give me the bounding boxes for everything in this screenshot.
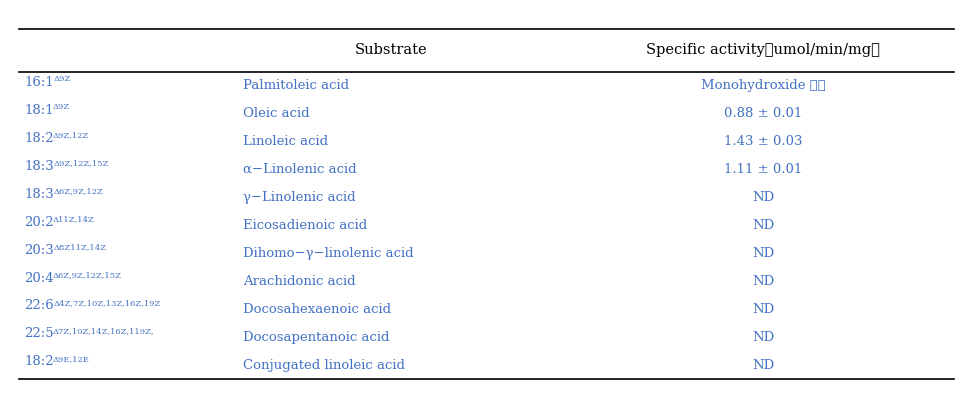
Text: γ−Linolenic acid: γ−Linolenic acid [243, 191, 356, 204]
Text: ND: ND [752, 331, 775, 344]
Text: Docosahexaenoic acid: Docosahexaenoic acid [243, 303, 391, 316]
Text: Monohydroxide 생성: Monohydroxide 생성 [701, 79, 825, 92]
Text: Δ6Z,9Z,12Z,15Z: Δ6Z,9Z,12Z,15Z [54, 271, 122, 279]
Text: Δ7Z,10Z,14Z,16Z,119Z,: Δ7Z,10Z,14Z,16Z,119Z, [54, 327, 155, 335]
Text: Specific activity（umol/min/mg）: Specific activity（umol/min/mg） [646, 43, 880, 57]
Text: 20:4: 20:4 [24, 271, 54, 284]
Text: Oleic acid: Oleic acid [243, 107, 310, 120]
Text: Δ6Z,9Z,12Z: Δ6Z,9Z,12Z [54, 187, 103, 196]
Text: Eicosadienoic acid: Eicosadienoic acid [243, 219, 368, 232]
Text: α−Linolenic acid: α−Linolenic acid [243, 163, 357, 176]
Text: Δ9E,12E: Δ9E,12E [54, 355, 90, 363]
Text: Palmitoleic acid: Palmitoleic acid [243, 79, 349, 92]
Text: ND: ND [752, 275, 775, 288]
Text: ND: ND [752, 303, 775, 316]
Text: Δ9Z,12Z,15Z: Δ9Z,12Z,15Z [54, 160, 109, 167]
Text: Δ9Z,12Z: Δ9Z,12Z [54, 132, 90, 139]
Text: ND: ND [752, 247, 775, 260]
Text: Δ8Z11Z,14Z: Δ8Z11Z,14Z [54, 243, 106, 251]
Text: 18:2: 18:2 [24, 132, 54, 145]
Text: Δ9Z: Δ9Z [54, 75, 70, 83]
Text: 22:5: 22:5 [24, 327, 54, 340]
Text: 18:1: 18:1 [24, 103, 54, 117]
Text: Δ9Z: Δ9Z [54, 103, 70, 111]
Text: Δ4Z,7Z,10Z,13Z,16Z,19Z: Δ4Z,7Z,10Z,13Z,16Z,19Z [54, 299, 161, 307]
Text: Δ11Z,14Z: Δ11Z,14Z [54, 215, 95, 224]
Text: 18:2: 18:2 [24, 356, 54, 369]
Text: 0.88 ± 0.01: 0.88 ± 0.01 [724, 107, 802, 120]
Text: 1.43 ± 0.03: 1.43 ± 0.03 [724, 135, 803, 148]
Text: Conjugated linoleic acid: Conjugated linoleic acid [243, 359, 406, 372]
Text: 20:2: 20:2 [24, 216, 54, 229]
Text: 18:3: 18:3 [24, 188, 54, 201]
Text: ND: ND [752, 359, 775, 372]
Text: 16:1: 16:1 [24, 76, 54, 89]
Text: 22:6: 22:6 [24, 299, 54, 312]
Text: Docosapentanoic acid: Docosapentanoic acid [243, 331, 390, 344]
Text: Linoleic acid: Linoleic acid [243, 135, 329, 148]
Text: ND: ND [752, 219, 775, 232]
Text: Arachidonic acid: Arachidonic acid [243, 275, 356, 288]
Text: ND: ND [752, 191, 775, 204]
Text: Dihomo−γ−linolenic acid: Dihomo−γ−linolenic acid [243, 247, 414, 260]
Text: 1.11 ± 0.01: 1.11 ± 0.01 [724, 163, 802, 176]
Text: 20:3: 20:3 [24, 244, 54, 256]
Text: Substrate: Substrate [355, 43, 427, 57]
Text: 18:3: 18:3 [24, 160, 54, 173]
